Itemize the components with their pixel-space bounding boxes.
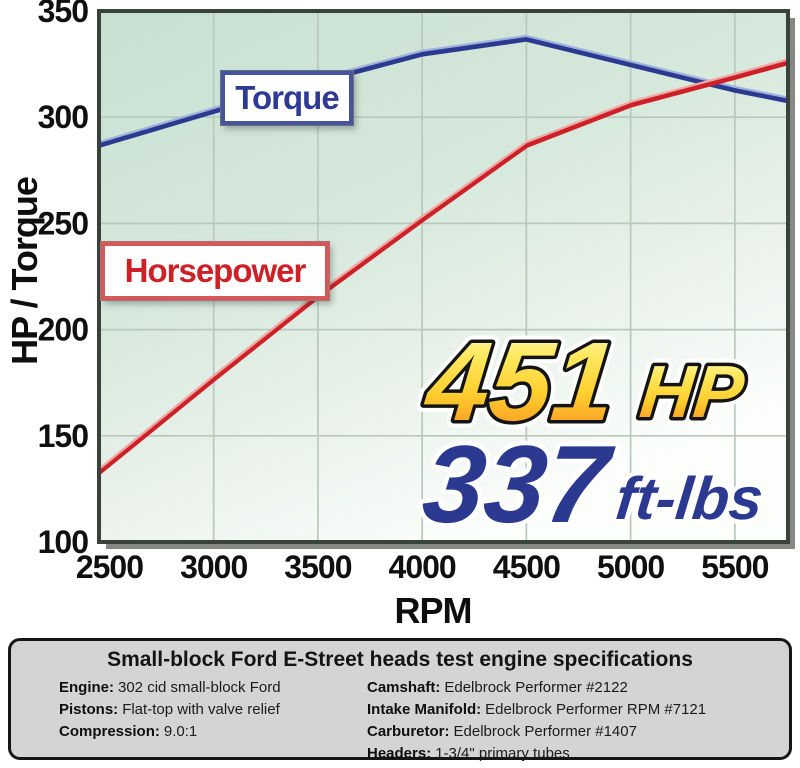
plot-border [97,9,790,544]
torque-callout-unit: ft-lbs ft-lbs [608,461,771,537]
x-tick-label: 3000 [180,549,247,585]
x-tick-label: 4500 [493,549,560,585]
spec-value: Edelbrock Performer #1407 [453,723,637,740]
torque-callout-value: 337 337 [413,419,623,551]
spec-row: Camshaft: Edelbrock Performer #2122 [367,677,789,699]
y-tick-label: 150 [38,418,89,454]
series-line-horsepower [97,59,789,475]
spec-value: 1-3/4" primary tubes [435,745,570,762]
spec-label: Carburetor: [367,723,450,740]
spec-col-right: Camshaft: Edelbrock Performer #2122 Intak… [367,677,789,765]
horsepower-series-label-box: Horsepower [101,242,329,300]
torque-series-label-box: Torque [221,71,353,125]
gridlines [99,11,788,542]
chart-area: 350 300 250 200 150 100 2500 3000 3500 4000 4500 50… [4,0,795,631]
y-axis-title: HP / Torque [4,177,45,365]
spec-value: 302 cid small-block Ford [118,679,281,696]
torque-series-label: Torque [235,79,339,116]
hp-callout-unit-outline: HP [636,350,748,433]
y-tick-label: 200 [38,312,89,348]
y-tick-label: 300 [38,99,89,135]
spec-col-left: Engine: 302 cid small-block Ford Pistons:… [59,677,367,765]
specs-panel: Small-block Ford E-Street heads test eng… [8,638,792,762]
horsepower-series-label: Horsepower [124,252,307,289]
x-tick-label: 5500 [701,549,768,585]
y-tick-label: 250 [38,205,89,241]
x-axis-title: RPM [394,590,473,631]
plot-shadow [106,18,795,549]
spec-row: Intake Manifold: Edelbrock Performer RPM … [367,699,789,721]
spec-label: Headers: [367,745,432,762]
x-tick-label: 2500 [76,549,143,585]
hp-callout-value: 451 451 [412,311,629,452]
torque-callout-unit-text: ft-lbs [613,465,767,532]
spec-row: Compression: 9.0:1 [59,721,367,743]
hp-callout-value-text: 451 [419,318,621,444]
spec-label: Camshaft: [367,679,441,696]
torque-callout-unit-outline: ft-lbs [613,465,767,532]
series-line-highlight-horsepower [98,58,789,471]
specs-title: Small-block Ford E-Street heads test eng… [107,648,693,671]
spec-value: 9.0:1 [163,723,198,740]
specs-columns: Engine: 302 cid small-block Ford Pistons:… [11,677,789,765]
spec-row: Engine: 302 cid small-block Ford [59,677,367,699]
hp-callout-value-outline: 451 [419,318,621,444]
spec-label: Pistons: [59,701,119,718]
spec-value: Edelbrock Performer #2122 [444,679,628,696]
spec-label: Intake Manifold: [367,701,482,718]
torque-callout-value-outline: 337 [417,423,618,546]
spec-value: Edelbrock Performer RPM #7121 [485,701,707,718]
y-tick-label: 350 [38,0,89,29]
y-tick-label: 100 [38,524,89,560]
x-tick-label: 3500 [284,549,351,585]
spec-value: Flat-top with valve relief [122,701,280,718]
spec-row: Carburetor: Edelbrock Performer #1407 [367,721,789,743]
spec-label: Engine: [59,679,114,696]
x-tick-label: 4000 [389,549,456,585]
hp-callout-unit: HP HP [629,343,756,441]
spec-row: Headers: 1-3/4" primary tubes [367,743,789,765]
torque-callout-value-text: 337 [417,423,618,546]
spec-label: Compression: [59,723,160,740]
x-tick-label: 5000 [597,549,664,585]
spec-row: Pistons: Flat-top with valve relief [59,699,367,721]
hp-callout-unit-text: HP [636,350,748,433]
